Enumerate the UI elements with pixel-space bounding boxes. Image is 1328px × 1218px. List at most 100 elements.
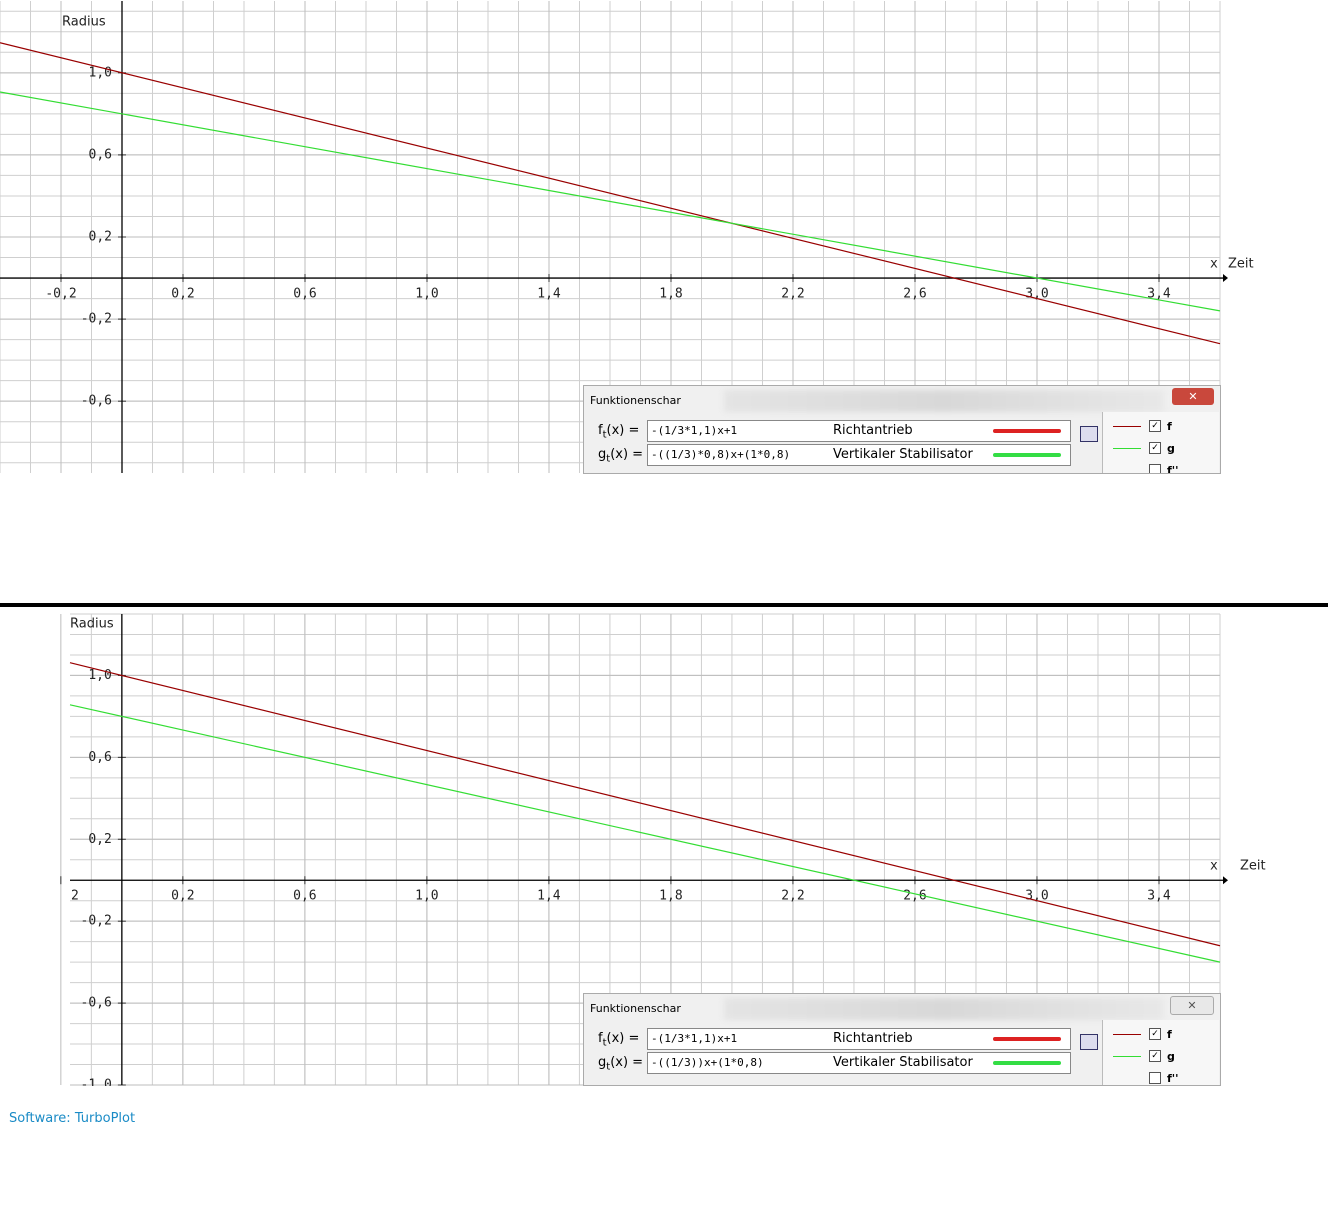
- visibility-check[interactable]: f'': [1113, 1072, 1213, 1085]
- x-axis-symbol: x: [1210, 859, 1218, 874]
- edit-icon[interactable]: [1080, 426, 1098, 442]
- y-axis-label: Radius: [70, 617, 114, 632]
- color-swatch: [993, 453, 1061, 457]
- line-sample: [1113, 426, 1141, 427]
- footer[interactable]: Software: TurboPlot: [9, 1111, 136, 1126]
- x-tick-label: 1,0: [415, 287, 438, 302]
- x-axis-arrow: [1223, 876, 1228, 885]
- y-tick-label: -0,2: [81, 312, 112, 327]
- x-axis-label: Zeit: [1228, 257, 1254, 272]
- expression-field[interactable]: -(1/3*1,1)x+1 Richtantrieb: [647, 420, 1071, 442]
- y-tick-label: 0,6: [88, 750, 111, 765]
- y-tick-label: 0,2: [89, 230, 112, 245]
- y-tick-label: -0,6: [81, 996, 112, 1011]
- visibility-check[interactable]: ✓ f: [1113, 420, 1213, 440]
- dialog: Funktionenschar ✕ ft(x) = -(1/3*1,1)x+1 Rich…: [583, 993, 1221, 1086]
- line-sample: [1113, 1034, 1141, 1035]
- check-label: f: [1167, 420, 1172, 433]
- x-tick-label: 1,4: [537, 889, 561, 904]
- fn: f: [598, 423, 603, 438]
- fn: g: [598, 447, 607, 462]
- function-row: gt(x) = -((1/3)*0,8)x+(1*0,8) Vertikaler S…: [592, 444, 1102, 466]
- title-bar-blur: [724, 390, 1164, 412]
- y-tick-label: 0,2: [88, 832, 111, 847]
- y-tick-label: -0,2: [81, 914, 112, 929]
- y-tick-label: -0,6: [81, 394, 112, 409]
- checkbox[interactable]: [1149, 1072, 1161, 1084]
- check-label: g: [1167, 1050, 1175, 1063]
- dialog-title: Funktionenschar: [590, 1002, 681, 1015]
- subscript: t: [602, 429, 607, 441]
- x-tick-label: 0,2: [171, 889, 194, 904]
- checkbox[interactable]: ✓: [1149, 1050, 1161, 1062]
- title-bar-blur: [724, 998, 1164, 1020]
- line-sample: [1113, 1056, 1141, 1057]
- function-label: gt(x) =: [598, 447, 643, 465]
- checkbox[interactable]: ✓: [1149, 420, 1161, 432]
- expression-field[interactable]: -(1/3*1,1)x+1 Richtantrieb: [647, 1028, 1071, 1050]
- x-tick-label: 0,6: [293, 889, 316, 904]
- subscript: t: [602, 1037, 607, 1049]
- visibility-check[interactable]: ✓ g: [1113, 1050, 1213, 1070]
- expression-field[interactable]: -((1/3)*0,8)x+(1*0,8) Vertikaler Stabilis…: [647, 444, 1071, 466]
- y-tick-label: 0,6: [89, 147, 112, 162]
- visibility-check[interactable]: ✓ f: [1113, 1028, 1213, 1048]
- function-name: Vertikaler Stabilisator: [833, 1055, 973, 1070]
- visibility-panel: ✓ f ✓ g f'': [1102, 412, 1219, 473]
- check-label: f'': [1167, 1072, 1179, 1085]
- subscript: t: [606, 1061, 611, 1073]
- close-button[interactable]: ✕: [1172, 388, 1214, 405]
- check-label: f: [1167, 1028, 1172, 1041]
- expression-field[interactable]: -((1/3))x+(1*0,8) Vertikaler Stabilisator: [647, 1052, 1071, 1074]
- x-tick-label: 2: [71, 889, 79, 904]
- x-tick-label: 2,2: [781, 287, 804, 302]
- function-row: ft(x) = -(1/3*1,1)x+1 Richtantrieb: [592, 1028, 1102, 1050]
- function-name: Richtantrieb: [833, 1031, 913, 1046]
- x-axis-label: Zeit: [1240, 859, 1266, 874]
- checkbox[interactable]: ✓: [1149, 1028, 1161, 1040]
- function-line: [0, 42, 1221, 345]
- x-tick-label: 2,2: [781, 889, 804, 904]
- subscript: t: [606, 453, 611, 465]
- x-tick-label: 2,6: [903, 287, 926, 302]
- args: (x) =: [610, 447, 644, 462]
- x-tick-label: -0,2: [45, 287, 76, 302]
- check-label: g: [1167, 442, 1175, 455]
- line-sample: [1113, 448, 1141, 449]
- checkbox[interactable]: [1149, 464, 1161, 473]
- args: (x) =: [606, 423, 640, 438]
- function-label: ft(x) =: [598, 423, 639, 441]
- x-tick-label: 1,4: [537, 287, 561, 302]
- x-tick-label: 0,2: [171, 287, 194, 302]
- plot: 2 0,2 0,6 1,0 1,4 1,8 2,2 2,6 3,0 3,4-1,0-0,6-0,2…: [60, 613, 1266, 1087]
- function-name: Vertikaler Stabilisator: [833, 447, 973, 462]
- function-name: Richtantrieb: [833, 423, 913, 438]
- divider: [0, 603, 1328, 607]
- function-label: gt(x) =: [598, 1055, 643, 1073]
- function-line: [0, 91, 1221, 312]
- fn: g: [598, 1055, 607, 1070]
- function-line: [69, 662, 1221, 947]
- edit-icon[interactable]: [1080, 1034, 1098, 1050]
- y-tick-label: -1,0: [81, 1078, 112, 1087]
- x-tick-label: 1,8: [659, 889, 682, 904]
- function-row: ft(x) = -(1/3*1,1)x+1 Richtantrieb: [592, 420, 1102, 442]
- expression: -(1/3*1,1)x+1: [651, 424, 738, 437]
- x-tick-label: 0,6: [293, 287, 316, 302]
- color-swatch: [993, 429, 1061, 433]
- fn: f: [598, 1031, 603, 1046]
- function-row: gt(x) = -((1/3))x+(1*0,8) Vertikaler Stabi…: [592, 1052, 1102, 1074]
- visibility-check[interactable]: ✓ g: [1113, 442, 1213, 462]
- x-tick-label: 3,0: [1025, 287, 1048, 302]
- function-line: [69, 704, 1221, 963]
- x-tick-label: 3,4: [1147, 287, 1171, 302]
- expression: -(1/3*1,1)x+1: [651, 1032, 738, 1045]
- checkbox[interactable]: ✓: [1149, 442, 1161, 454]
- close-button[interactable]: ✕: [1170, 996, 1214, 1015]
- visibility-check[interactable]: f'': [1113, 464, 1213, 473]
- function-label: ft(x) =: [598, 1031, 639, 1049]
- y-axis-label: Radius: [62, 15, 106, 30]
- x-tick-label: 1,8: [659, 287, 682, 302]
- expression: -((1/3)*0,8)x+(1*0,8): [651, 448, 791, 461]
